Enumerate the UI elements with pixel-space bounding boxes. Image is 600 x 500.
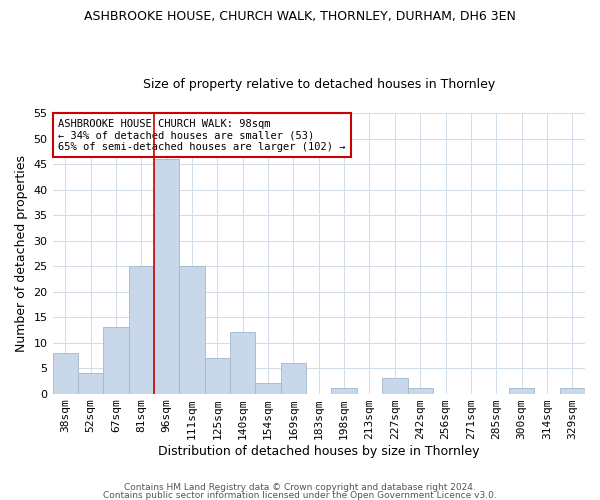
Bar — [230, 332, 256, 394]
Bar — [281, 363, 306, 394]
Bar — [382, 378, 407, 394]
Y-axis label: Number of detached properties: Number of detached properties — [15, 155, 28, 352]
X-axis label: Distribution of detached houses by size in Thornley: Distribution of detached houses by size … — [158, 444, 479, 458]
Bar — [205, 358, 230, 394]
Text: Contains public sector information licensed under the Open Government Licence v3: Contains public sector information licen… — [103, 490, 497, 500]
Title: Size of property relative to detached houses in Thornley: Size of property relative to detached ho… — [143, 78, 495, 91]
Bar — [128, 266, 154, 394]
Bar — [331, 388, 357, 394]
Bar — [560, 388, 585, 394]
Bar — [179, 266, 205, 394]
Bar — [256, 384, 281, 394]
Bar — [103, 328, 128, 394]
Bar — [53, 353, 78, 394]
Text: ASHBROOKE HOUSE, CHURCH WALK, THORNLEY, DURHAM, DH6 3EN: ASHBROOKE HOUSE, CHURCH WALK, THORNLEY, … — [84, 10, 516, 23]
Text: Contains HM Land Registry data © Crown copyright and database right 2024.: Contains HM Land Registry data © Crown c… — [124, 484, 476, 492]
Bar — [407, 388, 433, 394]
Bar — [509, 388, 534, 394]
Bar — [154, 159, 179, 394]
Bar — [78, 373, 103, 394]
Text: ASHBROOKE HOUSE CHURCH WALK: 98sqm
← 34% of detached houses are smaller (53)
65%: ASHBROOKE HOUSE CHURCH WALK: 98sqm ← 34%… — [58, 118, 346, 152]
